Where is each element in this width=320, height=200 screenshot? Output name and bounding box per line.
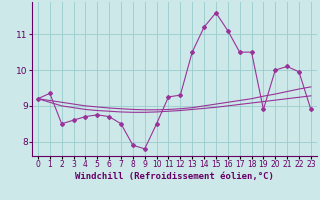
- X-axis label: Windchill (Refroidissement éolien,°C): Windchill (Refroidissement éolien,°C): [75, 172, 274, 181]
